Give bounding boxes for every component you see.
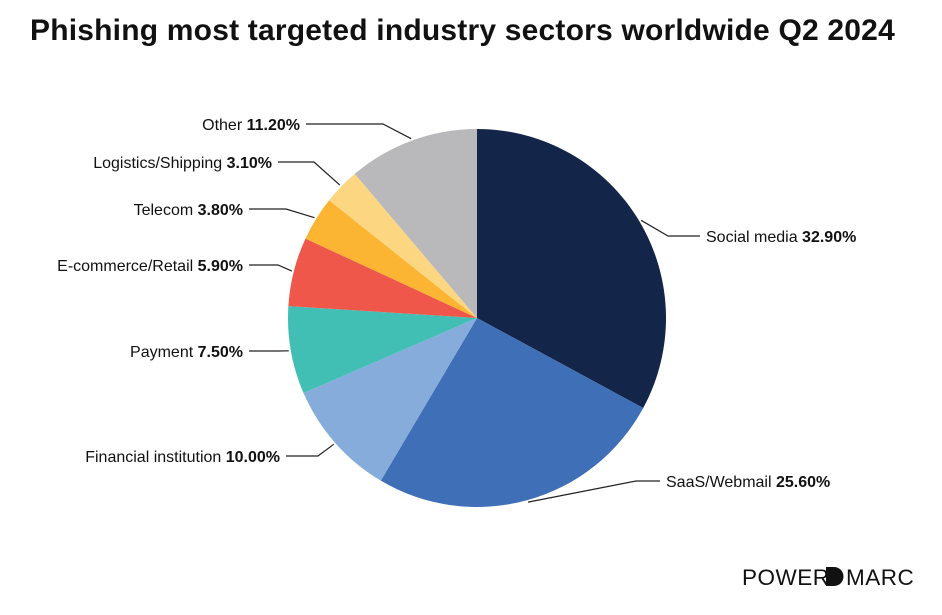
slice-label-name: Social media	[706, 229, 802, 246]
leader-line	[249, 264, 293, 272]
pie-slice-telecom	[305, 200, 477, 318]
pie-slice-payment	[287, 306, 477, 394]
svg-text:POWER: POWER	[742, 565, 830, 590]
slice-label: E-commerce/Retail 5.90%	[57, 258, 243, 275]
slice-label: Payment 7.50%	[130, 344, 243, 361]
powerdmarc-logo: POWER MARC	[742, 564, 932, 597]
slice-label: Logistics/Shipping 3.10%	[93, 155, 272, 172]
slice-label-value: 11.20%	[247, 117, 300, 134]
slice-label-value: 25.60%	[776, 474, 830, 491]
slice-label: Social media 32.90%	[706, 229, 856, 246]
pie-slice-social-media	[477, 129, 666, 409]
leader-line	[249, 208, 315, 219]
slice-label-name: Other	[202, 117, 246, 134]
slice-label-name: Telecom	[134, 202, 198, 219]
slice-label-value: 10.00%	[226, 449, 280, 466]
slice-label: Telecom 3.80%	[134, 202, 243, 219]
pie-slice-other	[354, 129, 477, 318]
leader-line	[278, 161, 341, 186]
slice-label-value: 3.10%	[227, 155, 272, 172]
powerdmarc-logo-mark: POWER MARC	[742, 565, 914, 590]
leader-line	[286, 443, 335, 457]
svg-text:MARC: MARC	[846, 565, 914, 590]
slice-label-value: 7.50%	[198, 344, 243, 361]
pie-slice-e-commerce-retail	[288, 238, 477, 318]
slice-label: Other 11.20%	[202, 117, 300, 134]
leader-line	[527, 480, 660, 503]
pie-slice-saas-webmail	[380, 318, 644, 508]
slice-label: Financial institution 10.00%	[85, 449, 280, 466]
chart-title: Phishing most targeted industry sectors …	[30, 14, 895, 47]
slice-label-value: 5.90%	[198, 258, 243, 275]
leader-line	[306, 123, 412, 140]
pie-slice-logistics-shipping	[329, 173, 477, 318]
slice-label-name: Logistics/Shipping	[93, 155, 226, 172]
slice-label-value: 3.80%	[198, 202, 243, 219]
slice-label-name: Financial institution	[85, 449, 226, 466]
leader-line	[640, 219, 700, 237]
slice-label: SaaS/Webmail 25.60%	[666, 474, 830, 491]
slice-label-name: E-commerce/Retail	[57, 258, 197, 275]
slice-label-name: Payment	[130, 344, 198, 361]
slice-label-value: 32.90%	[802, 229, 856, 246]
slice-label-name: SaaS/Webmail	[666, 474, 776, 491]
pie-slice-financial-institution	[303, 318, 477, 481]
